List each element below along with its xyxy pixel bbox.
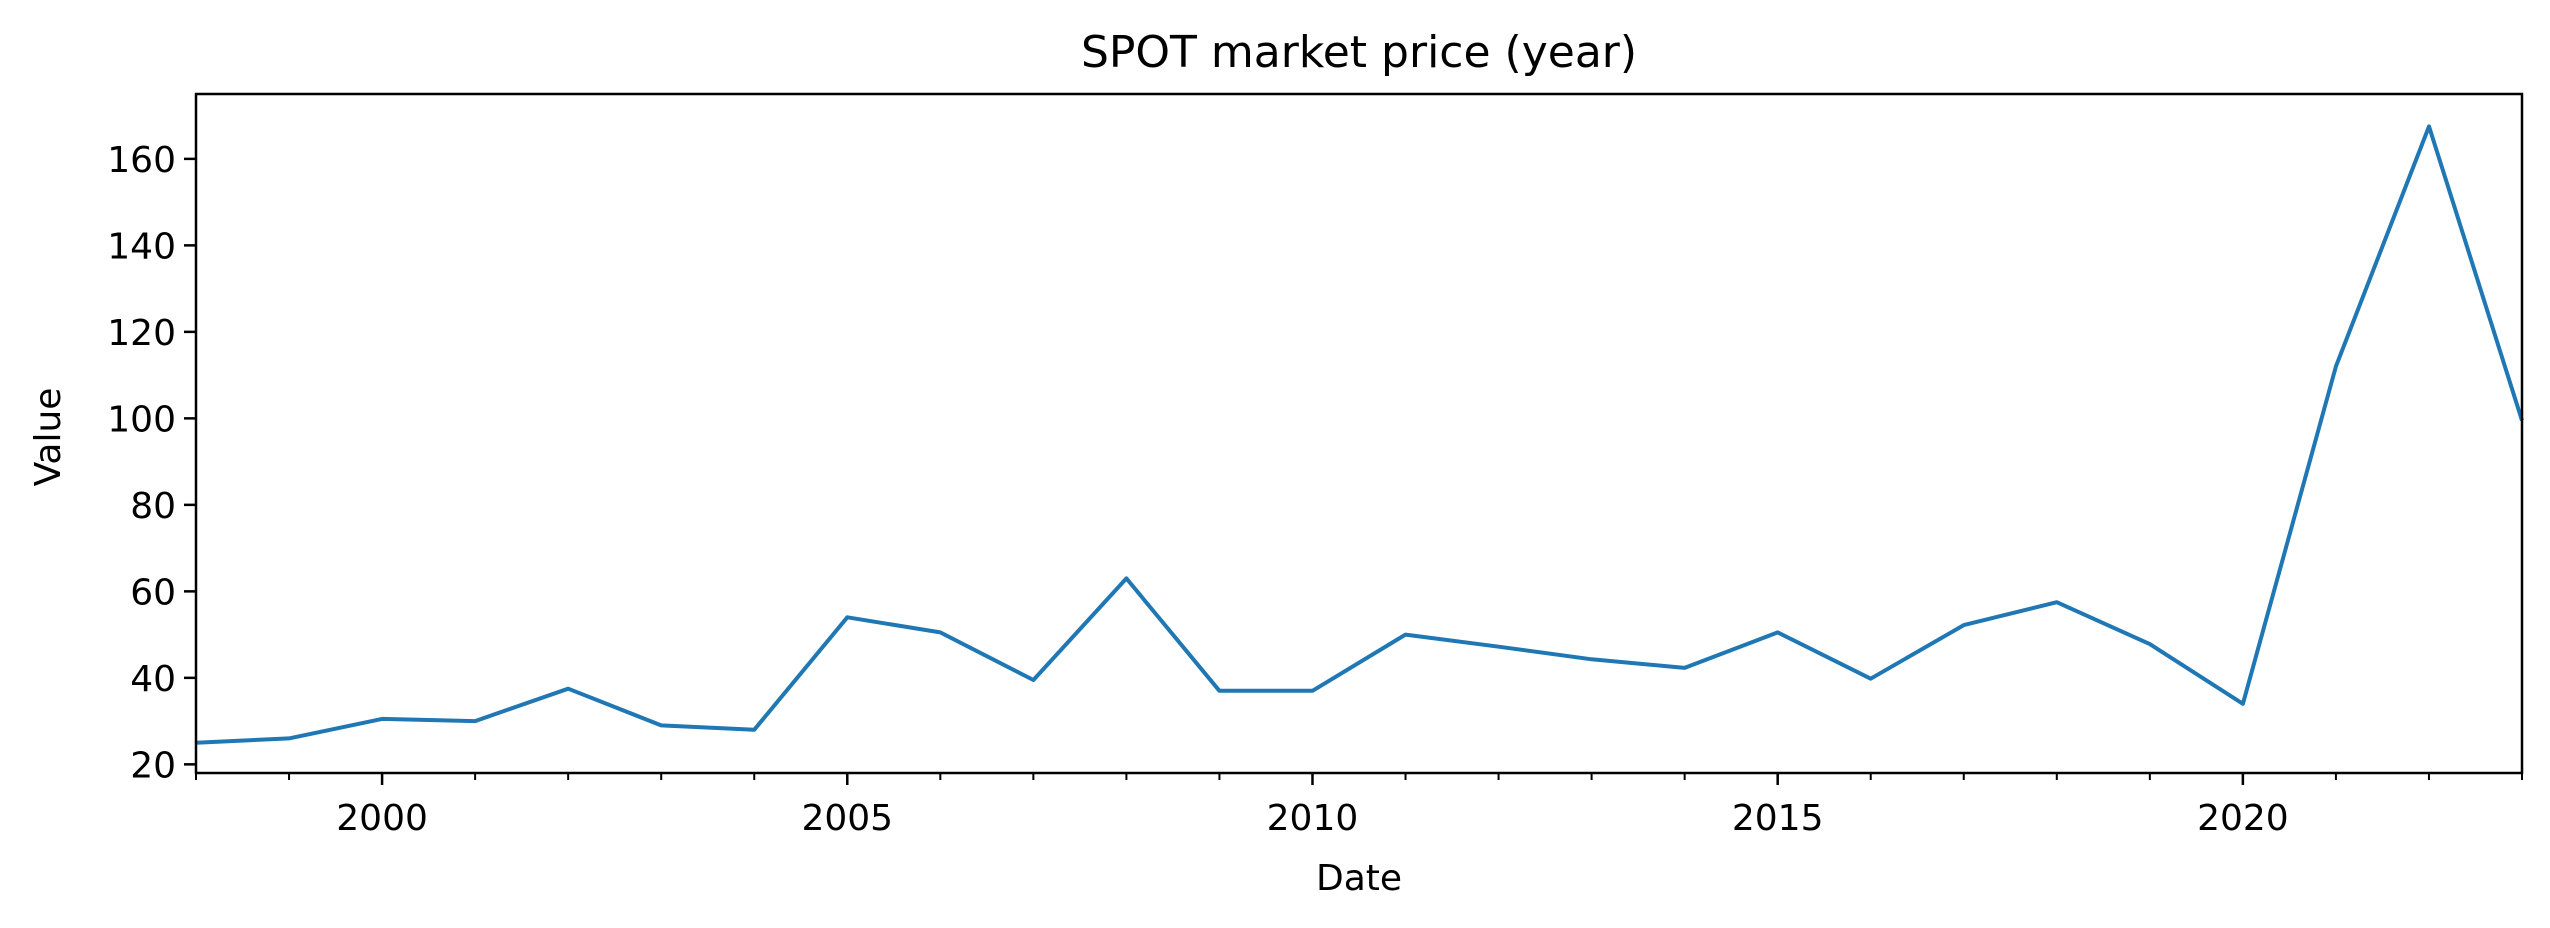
y-tick-label: 80 (130, 486, 176, 527)
chart-title: SPOT market price (year) (1081, 27, 1637, 78)
y-tick-label: 60 (130, 572, 176, 613)
x-tick-label: 2020 (2197, 798, 2289, 839)
series-layer (195, 124, 2524, 745)
y-tick-label: 100 (107, 399, 176, 440)
y-tick-label: 120 (107, 313, 176, 354)
x-tick-label: 2000 (336, 798, 428, 839)
plot-frame (194, 92, 2524, 775)
y-axis-label: Value (28, 388, 69, 487)
y-tick-label: 140 (107, 226, 176, 267)
x-axis-label: Date (1316, 858, 1402, 899)
x-tick-label: 2005 (801, 798, 893, 839)
y-tick-label: 20 (130, 745, 176, 786)
y-tick-label: 160 (107, 140, 176, 181)
x-tick-label: 2015 (1732, 798, 1824, 839)
x-tick-label: 2010 (1267, 798, 1359, 839)
series-line (195, 124, 2524, 745)
y-tick-label: 40 (130, 659, 176, 700)
axes-layer: 20 40 60 80 100 120 140 160 2000 2005 2010 2015 2020 (107, 140, 2523, 839)
